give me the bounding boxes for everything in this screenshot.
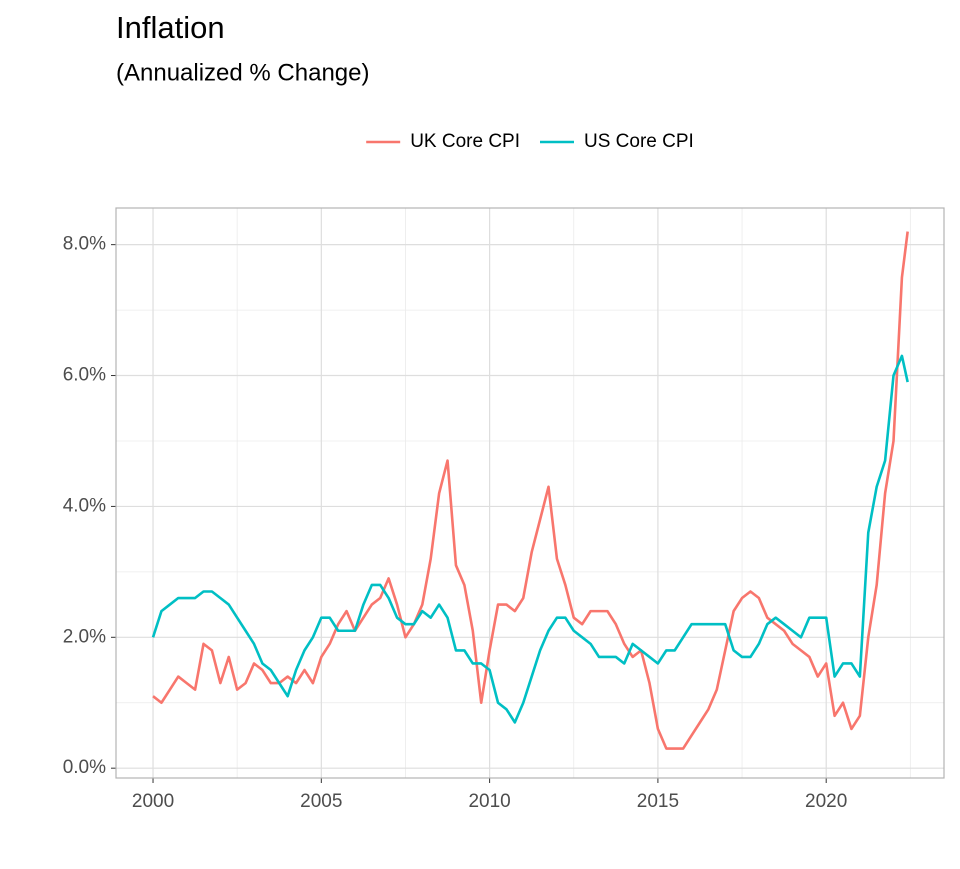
x-tick-label: 2020	[805, 791, 847, 812]
x-tick-label: 2015	[637, 791, 679, 812]
data-line	[151, 354, 909, 724]
chart-title: Inflation	[116, 10, 225, 45]
y-tick-label: 2.0%	[63, 626, 106, 647]
y-tick-label: 4.0%	[63, 495, 106, 516]
data-line	[152, 231, 909, 750]
legend-label: US Core CPI	[584, 131, 694, 152]
plot-border	[115, 207, 945, 779]
y-tick-label: 0.0%	[63, 757, 106, 778]
x-tick-label: 2000	[132, 791, 174, 812]
legend-label: UK Core CPI	[410, 131, 520, 152]
legend: UK Core CPI US Core CPI	[366, 131, 694, 152]
x-tick-label: 2010	[468, 791, 510, 812]
y-tick-label: 6.0%	[63, 365, 106, 386]
chart-subtitle: (Annualized % Change)	[116, 59, 370, 86]
x-tick-label: 2005	[300, 791, 342, 812]
y-tick-label: 8.0%	[63, 234, 106, 255]
